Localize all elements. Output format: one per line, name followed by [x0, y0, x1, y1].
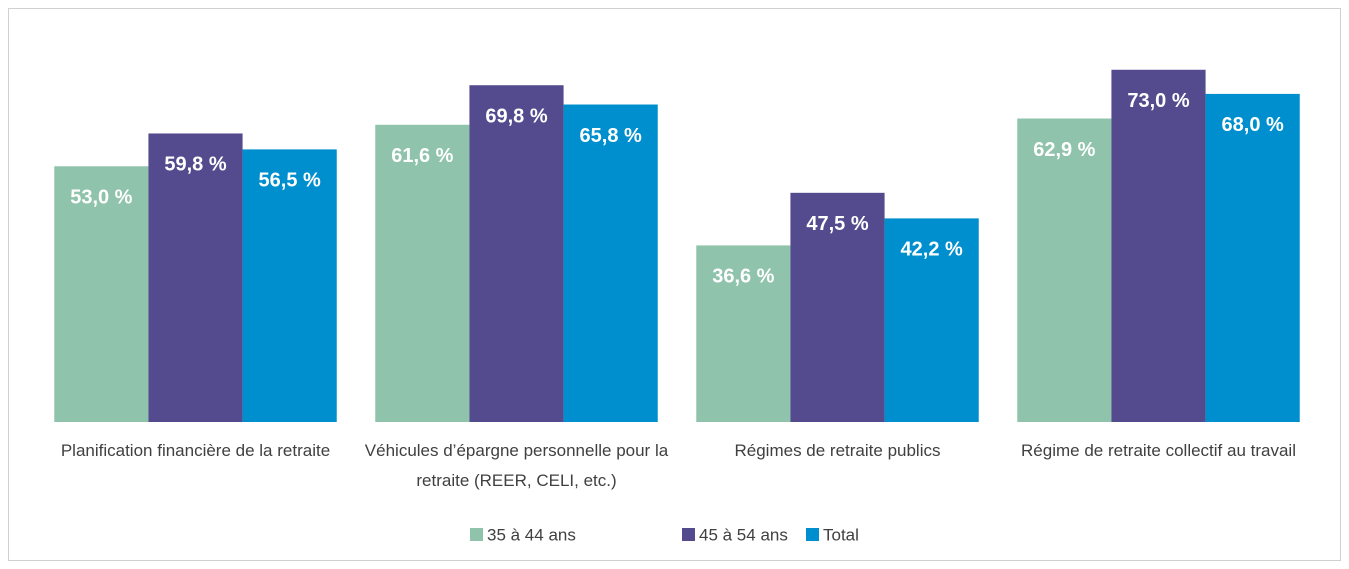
bar: [1111, 69, 1206, 423]
x-label-box: Régimes de retraite publics: [734, 441, 941, 460]
value-label: 36,6 %: [712, 266, 774, 288]
x-tick-label: Régimes de retraite publics: [734, 441, 941, 460]
x-label-box: Planification financière de la retraite: [60, 441, 331, 460]
x-tick-label: Planification financière de la retraite: [60, 441, 331, 460]
value-label: 53,0 %: [70, 187, 132, 209]
bar: [1205, 93, 1300, 423]
value-label: 73,0 %: [1127, 90, 1189, 112]
bar: [563, 104, 658, 422]
bar: [469, 85, 564, 422]
legend-swatch: [806, 528, 819, 541]
bar: [242, 149, 337, 422]
bar: [54, 166, 149, 422]
value-label: 68,0 %: [1222, 114, 1284, 136]
x-tick-label: Véhicules d’épargne personnelle pour la …: [364, 441, 669, 490]
value-label: 65,8 %: [580, 125, 642, 147]
bar: [884, 218, 979, 422]
value-label: 62,9 %: [1033, 139, 1095, 161]
legend-label: 35 à 44 ans: [487, 525, 576, 544]
x-label-box: Véhicules d’épargne personnelle pour la …: [364, 441, 669, 490]
bar: [790, 192, 885, 422]
x-label-box: Régime de retraite collectif au travail: [1021, 441, 1296, 460]
value-label: 47,5 %: [806, 213, 868, 235]
legend-label: 45 à 54 ans: [699, 525, 788, 544]
legend-label: Total: [823, 525, 859, 544]
legend-swatch: [682, 528, 695, 541]
bar: [1017, 118, 1112, 422]
value-label: 69,8 %: [485, 105, 547, 127]
x-tick-label: Régime de retraite collectif au travail: [1021, 441, 1296, 460]
value-label: 61,6 %: [391, 145, 453, 167]
bar: [148, 133, 243, 422]
value-label: 56,5 %: [259, 170, 321, 192]
value-label: 59,8 %: [164, 154, 226, 176]
bar: [375, 124, 470, 422]
value-label: 42,2 %: [901, 239, 963, 261]
legend-swatch: [470, 528, 483, 541]
bar: [696, 245, 791, 422]
